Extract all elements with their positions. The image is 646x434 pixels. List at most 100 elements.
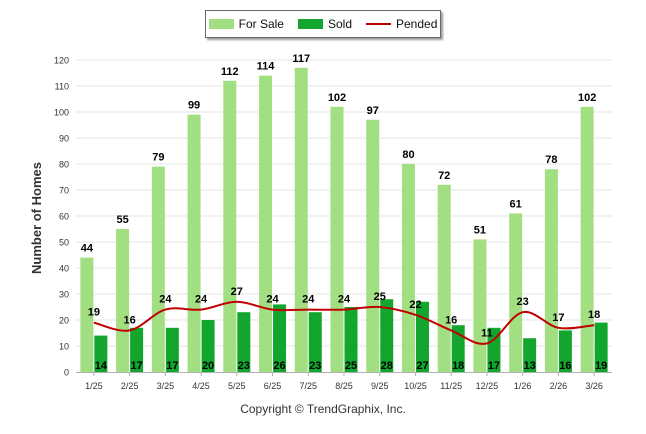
x-tick-label: 11/25 bbox=[440, 381, 462, 391]
for-sale-bar bbox=[80, 257, 94, 372]
for-sale-value-label: 80 bbox=[402, 149, 414, 161]
x-tick-label: 1/25 bbox=[85, 381, 103, 391]
sold-value-label: 23 bbox=[309, 360, 321, 372]
for-sale-bar bbox=[509, 213, 523, 372]
y-tick-label: 80 bbox=[59, 160, 69, 170]
sold-value-label: 23 bbox=[238, 360, 250, 372]
x-tick-label: 3/25 bbox=[157, 381, 175, 391]
legend-label-for-sale: For Sale bbox=[238, 17, 284, 31]
axes: 0 10 20 30 40 50 60 70 80 90 100 110 120 1/25 2/25 3/25… bbox=[54, 56, 612, 391]
for-sale-bar bbox=[366, 119, 380, 372]
y-tick-label: 50 bbox=[59, 238, 69, 248]
x-tick-label: 2/26 bbox=[550, 381, 568, 391]
pended-value-label: 22 bbox=[409, 299, 421, 311]
for-sale-swatch bbox=[208, 19, 234, 29]
pended-value-label: 24 bbox=[338, 294, 351, 306]
y-tick-label: 120 bbox=[54, 56, 69, 66]
sold-value-label: 18 bbox=[452, 360, 464, 372]
pended-value-label: 24 bbox=[159, 294, 172, 306]
for-sale-value-label: 102 bbox=[578, 92, 596, 104]
sold-value-label: 25 bbox=[345, 360, 357, 372]
for-sale-bar bbox=[437, 184, 451, 372]
for-sale-value-label: 72 bbox=[438, 170, 450, 182]
pended-value-label: 18 bbox=[588, 309, 600, 321]
for-sale-value-label: 61 bbox=[510, 198, 522, 210]
for-sale-value-label: 114 bbox=[257, 61, 276, 73]
pended-swatch bbox=[366, 23, 391, 25]
for-sale-bar bbox=[473, 239, 487, 372]
sold-value-label: 20 bbox=[202, 360, 214, 372]
y-tick-label: 110 bbox=[55, 82, 69, 92]
for-sale-value-label: 79 bbox=[152, 152, 164, 164]
x-tick-label: 9/25 bbox=[371, 381, 389, 391]
copyright-text: Copyright © TrendGraphix, Inc. bbox=[240, 402, 406, 416]
for-sale-bar bbox=[223, 80, 237, 373]
for-sale-bar bbox=[580, 106, 594, 373]
legend-item-for-sale[interactable]: For Sale bbox=[208, 17, 284, 31]
sold-value-label: 19 bbox=[595, 360, 607, 372]
for-sale-value-label: 102 bbox=[328, 92, 346, 104]
for-sale-bar bbox=[259, 75, 273, 372]
x-tick-label: 2/25 bbox=[121, 381, 139, 391]
pended-value-label: 16 bbox=[445, 314, 457, 326]
pended-value-label: 11 bbox=[481, 327, 493, 339]
sold-bar bbox=[201, 320, 215, 372]
for-sale-value-label: 44 bbox=[81, 243, 94, 255]
sold-swatch bbox=[297, 19, 323, 29]
x-tick-label: 12/25 bbox=[476, 381, 499, 391]
sold-bar bbox=[94, 335, 108, 372]
sold-bar bbox=[594, 322, 608, 372]
bars bbox=[80, 67, 608, 373]
sold-value-label: 13 bbox=[524, 360, 536, 372]
for-sale-bar bbox=[544, 169, 558, 372]
pended-value-label: 19 bbox=[88, 307, 100, 319]
y-tick-label: 30 bbox=[59, 290, 69, 300]
sold-value-label: 28 bbox=[381, 360, 393, 372]
sold-bar bbox=[273, 304, 287, 372]
for-sale-value-label: 51 bbox=[474, 224, 486, 236]
sold-value-label: 17 bbox=[488, 360, 500, 372]
grid-lines bbox=[76, 59, 612, 347]
for-sale-value-label: 117 bbox=[292, 53, 310, 65]
y-tick-label: 20 bbox=[59, 316, 69, 326]
for-sale-bar bbox=[294, 67, 308, 373]
pended-value-label: 24 bbox=[195, 294, 208, 306]
for-sale-bar bbox=[401, 164, 415, 372]
pended-line-path bbox=[93, 300, 595, 345]
for-sale-bar bbox=[151, 166, 165, 372]
pended-value-label: 24 bbox=[266, 294, 279, 306]
sold-bar bbox=[487, 327, 501, 372]
sold-bar bbox=[344, 307, 358, 372]
legend-item-pended[interactable]: Pended bbox=[366, 17, 437, 31]
sold-value-label: 16 bbox=[559, 360, 571, 372]
for-sale-bar bbox=[330, 106, 344, 373]
sold-value-label: 17 bbox=[130, 360, 142, 372]
sold-bar bbox=[308, 312, 322, 372]
x-tick-label: 10/25 bbox=[404, 381, 427, 391]
x-tick-label: 8/25 bbox=[335, 381, 353, 391]
for-sale-bar bbox=[116, 229, 130, 372]
sold-bar bbox=[165, 327, 179, 372]
y-tick-label: 0 bbox=[64, 368, 69, 378]
pended-line bbox=[93, 300, 595, 345]
sold-bar bbox=[237, 312, 251, 372]
for-sale-value-label: 112 bbox=[221, 66, 239, 78]
for-sale-value-label: 97 bbox=[367, 105, 379, 117]
y-tick-label: 70 bbox=[59, 186, 69, 196]
for-sale-value-label: 55 bbox=[116, 214, 128, 226]
data-labels: 44 14 55 17 79 17 99 20 112 23 114 26 117 23 102 25 97 28… bbox=[81, 53, 608, 372]
y-tick-label: 90 bbox=[59, 134, 69, 144]
x-tick-label: 5/25 bbox=[228, 381, 246, 391]
x-tick-label: 7/25 bbox=[300, 381, 318, 391]
y-tick-label: 100 bbox=[54, 108, 69, 118]
legend-item-sold[interactable]: Sold bbox=[297, 17, 352, 31]
y-tick-label: 60 bbox=[59, 212, 69, 222]
x-tick-label: 3/26 bbox=[585, 381, 603, 391]
pended-value-label: 25 bbox=[374, 291, 386, 303]
pended-value-label: 23 bbox=[517, 296, 529, 308]
sold-value-label: 14 bbox=[95, 360, 108, 372]
sold-bar bbox=[558, 330, 572, 372]
y-tick-label: 10 bbox=[59, 342, 69, 352]
for-sale-value-label: 78 bbox=[545, 154, 557, 166]
